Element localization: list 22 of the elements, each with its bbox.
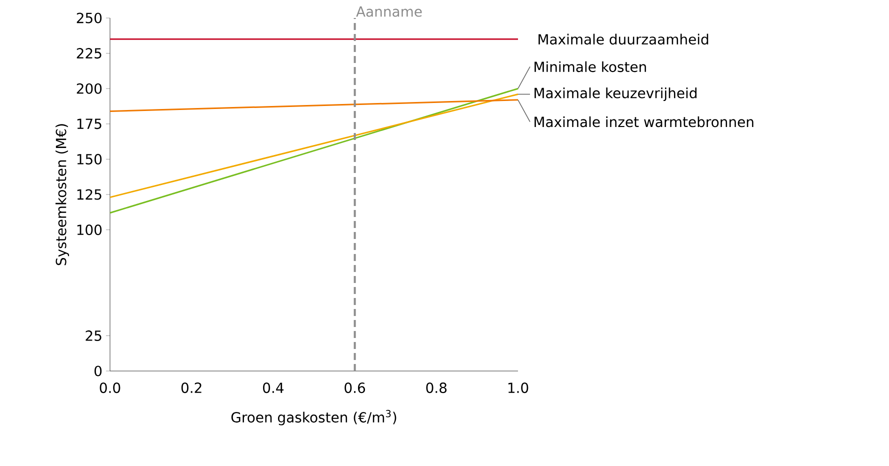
y-tick-label: 100	[77, 224, 102, 236]
x-tick-label: 0.2	[181, 382, 202, 394]
y-tick-label: 175	[77, 118, 102, 130]
ref-line-label: Aanname	[356, 6, 422, 17]
x-tick-label: 0.4	[263, 382, 284, 394]
y-tick-label: 225	[76, 48, 102, 59]
series-label: Minimale kosten	[534, 61, 646, 72]
y-tick-label: 150	[77, 154, 102, 164]
series-label: Maximale inzet warmtebronnen	[534, 116, 754, 128]
series-label: Maximale keuzevrijheid	[534, 88, 696, 101]
y-tick-label: 250	[76, 12, 102, 24]
x-tick-label: 0.8	[426, 382, 447, 394]
y-tick-label: 25	[86, 330, 102, 341]
y-tick-label: 200	[76, 83, 102, 94]
x-tick-label: 0.0	[100, 382, 120, 394]
x-tick-label: 1.0	[508, 382, 528, 394]
x-axis-title: Groen gaskosten (€/m$^{3}$)	[231, 410, 396, 426]
y-tick-label: 125	[77, 189, 102, 200]
y-tick-label: 0	[94, 366, 102, 376]
x-tick-label: 0.6	[344, 382, 366, 394]
series-label: Maximale duurzaamheid	[538, 34, 708, 45]
y-axis-title: Systeemkosten (M€)	[56, 124, 70, 266]
